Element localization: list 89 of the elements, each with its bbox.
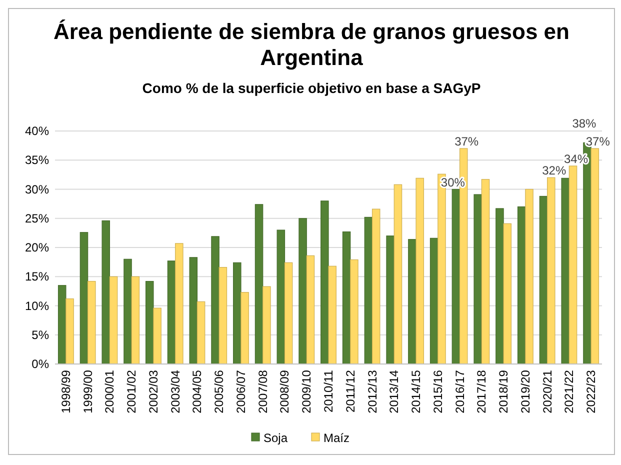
- bar: [503, 223, 512, 364]
- bar: [167, 260, 176, 364]
- bar: [481, 179, 490, 364]
- y-tick-label: 0%: [32, 357, 50, 371]
- bar: [590, 148, 600, 364]
- x-tick-label: 2015/16: [430, 370, 445, 414]
- bar: [146, 280, 154, 364]
- data-label: 32%: [542, 164, 566, 178]
- x-tick-label: 2020/21: [540, 370, 554, 414]
- bar: [88, 280, 96, 364]
- bar: [254, 204, 264, 364]
- y-tick-label: 10%: [24, 298, 50, 313]
- bar: [517, 206, 526, 364]
- bar: [196, 301, 206, 364]
- bar: [342, 231, 351, 364]
- data-label: 37%: [586, 134, 610, 148]
- bar: [430, 238, 438, 364]
- data-label: 37%: [454, 134, 479, 148]
- bar: [211, 236, 220, 364]
- bar: [408, 239, 416, 364]
- x-tick-label: 2008/09: [278, 370, 292, 414]
- x-tick-label: 2006/07: [234, 370, 248, 414]
- bar: [350, 259, 358, 364]
- bar: [320, 200, 329, 364]
- bar: [306, 255, 315, 364]
- bar: [218, 267, 228, 364]
- bar: [496, 208, 504, 364]
- bar: [262, 286, 271, 364]
- bar: [102, 220, 110, 364]
- legend-label: Maíz: [324, 431, 350, 445]
- bar: [233, 262, 242, 364]
- y-tick-label: 40%: [24, 124, 50, 138]
- bar: [153, 308, 162, 364]
- x-tick-label: 2014/15: [409, 370, 424, 414]
- y-tick-label: 35%: [24, 153, 50, 168]
- bar: [66, 298, 74, 364]
- bar: [80, 232, 88, 364]
- x-tick-label: 1998/99: [58, 370, 73, 414]
- x-tick-label: 2016/17: [452, 370, 467, 414]
- bar: [298, 218, 307, 364]
- x-tick-label: 2003/04: [168, 370, 182, 414]
- bar: [474, 194, 482, 364]
- x-tick-label: 2012/13: [365, 370, 380, 414]
- x-tick-label: 2004/05: [190, 370, 204, 414]
- x-tick-label: 2007/08: [256, 370, 270, 414]
- x-tick-label: 2005/06: [212, 370, 226, 414]
- bar: [240, 292, 249, 364]
- bar: [58, 285, 66, 364]
- bar: [131, 276, 140, 364]
- x-tick-label: 2009/10: [300, 370, 314, 414]
- bar: [109, 276, 118, 364]
- legend-label: Soja: [264, 431, 288, 445]
- bar: [568, 166, 578, 364]
- x-tick-label: 2000/01: [102, 370, 117, 414]
- bar: [328, 266, 336, 364]
- x-tick-label: 2002/03: [146, 370, 160, 414]
- bar: [416, 178, 424, 364]
- x-tick-label: 2021/22: [562, 370, 576, 414]
- data-label: 38%: [572, 116, 597, 131]
- x-tick-label: 2001/02: [124, 370, 139, 414]
- x-tick-label: 2022/23: [584, 370, 598, 414]
- y-tick-label: 25%: [24, 211, 50, 226]
- y-tick-label: 15%: [24, 270, 50, 284]
- x-tick-label: 2019/20: [518, 370, 532, 414]
- bar: [525, 188, 534, 364]
- x-tick-label: 2017/18: [474, 370, 489, 414]
- bar: [561, 178, 570, 364]
- x-tick-label: 2010/11: [322, 370, 336, 412]
- bar: [452, 188, 460, 364]
- bar: [386, 236, 394, 364]
- bar: [547, 177, 556, 364]
- x-tick-label: 1999/00: [80, 370, 95, 414]
- bar: [124, 258, 132, 364]
- bar: [394, 184, 402, 364]
- x-tick-label: 2011/12: [343, 370, 358, 412]
- bar: [175, 243, 184, 364]
- bar: [364, 216, 373, 364]
- chart-subtitle: Como % de la superficie objetivo en base a SAGyP: [142, 80, 481, 96]
- bar: [539, 196, 548, 364]
- x-tick-label: 2013/14: [387, 370, 402, 414]
- bar: [276, 230, 286, 364]
- y-tick-label: 5%: [32, 328, 50, 342]
- y-tick-label: 30%: [24, 182, 50, 196]
- y-tick-label: 20%: [24, 240, 50, 254]
- bar: [372, 208, 380, 364]
- bar: [284, 262, 293, 364]
- bar: [189, 257, 198, 364]
- x-tick-label: 2018/19: [496, 370, 511, 414]
- chart-title: Área pendiente de siembra de granos gruesos en Argentina: [54, 19, 570, 70]
